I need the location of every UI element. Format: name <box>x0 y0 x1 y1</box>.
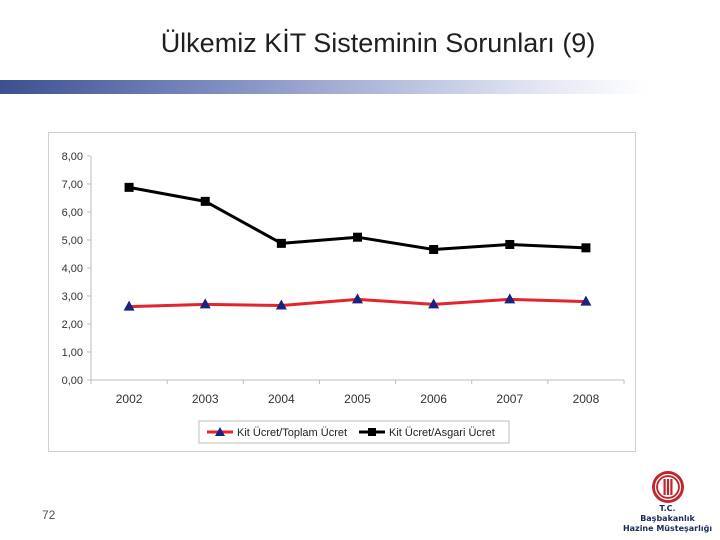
legend-label-1: Kit Ücret/Toplam Ücret <box>237 427 347 439</box>
x-tick-label: 2003 <box>192 392 219 406</box>
y-tick-label: 8,00 <box>62 151 83 163</box>
y-tick-label: 7,00 <box>62 179 83 191</box>
data-point-square <box>353 232 362 242</box>
y-tick-label: 1,00 <box>62 347 83 359</box>
y-tick-label: 5,00 <box>62 235 83 247</box>
title-gradient-bar <box>0 80 650 94</box>
data-point-triangle <box>428 298 440 309</box>
legend-marker-square <box>368 428 376 436</box>
data-point-square <box>429 245 439 255</box>
x-tick-label: 2002 <box>116 392 143 406</box>
data-point-square <box>124 182 134 192</box>
x-tick-label: 2006 <box>420 392 447 406</box>
logo-line-3: Hazine Müsteşarlığı <box>622 524 713 533</box>
data-point-square <box>200 196 210 206</box>
y-tick-label: 4,00 <box>62 263 83 275</box>
data-point-triangle <box>199 298 211 309</box>
legend-label-2: Kit Ücret/Asgari Ücret <box>389 427 495 439</box>
data-point-triangle <box>275 299 287 310</box>
x-tick-label: 2005 <box>344 392 371 406</box>
x-tick-label: 2007 <box>496 392 523 406</box>
data-point-triangle <box>580 295 592 306</box>
y-tick-label: 2,00 <box>62 319 83 331</box>
slide-title: Ülkemiz KİT Sisteminin Sorunları (9) <box>160 28 596 58</box>
data-point-square <box>581 243 591 253</box>
x-tick-label: 2004 <box>268 392 295 406</box>
data-point-triangle <box>352 293 363 304</box>
logo-line-2: Başbakanlık <box>640 514 695 523</box>
y-tick-label: 0,00 <box>62 375 83 387</box>
ministry-seal-icon <box>651 471 684 503</box>
logo-line-1: T.C. <box>659 504 676 513</box>
data-point-triangle <box>504 293 516 304</box>
y-tick-label: 3,00 <box>62 291 83 303</box>
data-point-square <box>505 239 515 249</box>
logo-area: T.C. Başbakanlık Hazine Müsteşarlığı <box>615 470 720 540</box>
legend-marker-triangle <box>215 427 225 436</box>
data-point-square <box>276 238 286 248</box>
y-tick-label: 6,00 <box>62 207 83 219</box>
chart-frame: 0,00 1,00 2,00 3,00 4,00 5,00 6,00 7,00 8,00 2002… <box>48 132 636 452</box>
page-number: 72 <box>42 508 56 522</box>
legend-box <box>198 420 510 444</box>
data-point-triangle <box>123 300 135 311</box>
line-chart: 0,00 1,00 2,00 3,00 4,00 5,00 6,00 7,00 8,00 2002… <box>62 151 625 444</box>
x-tick-label: 2008 <box>573 392 600 406</box>
